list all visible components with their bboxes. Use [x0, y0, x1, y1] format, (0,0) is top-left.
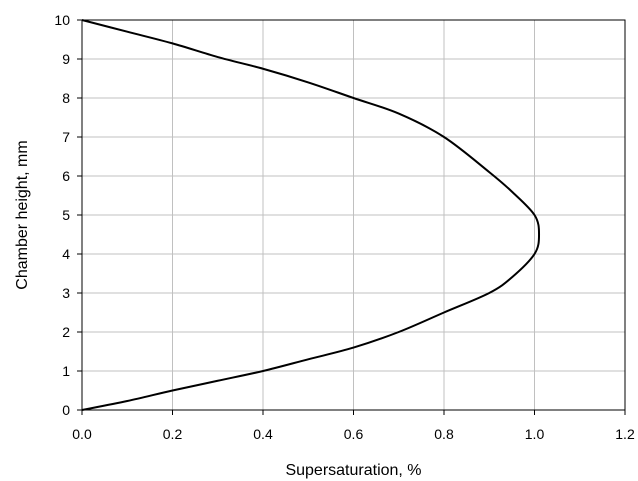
x-tick-label: 0.0 — [72, 426, 92, 442]
y-tick-label: 4 — [62, 246, 70, 262]
y-axis-title: Chamber height, mm — [14, 140, 31, 289]
x-axis-title: Supersaturation, % — [285, 462, 421, 479]
x-tick-label: 0.8 — [434, 426, 454, 442]
x-tick-label: 1.2 — [615, 426, 635, 442]
y-tick-label: 5 — [62, 207, 70, 223]
x-tick-label: 0.2 — [163, 426, 183, 442]
series-line — [81, 19, 541, 411]
grid — [82, 20, 625, 410]
y-tick-label: 2 — [62, 324, 70, 340]
x-tick-labels: 0.0 0.2 0.4 0.6 0.8 1.0 1.2 — [72, 426, 635, 442]
y-tick-label: 1 — [62, 363, 70, 379]
y-tick-label: 3 — [62, 285, 70, 301]
y-tick-label: 8 — [62, 90, 70, 106]
axis-ticks — [77, 19, 626, 415]
x-tick-label: 0.4 — [253, 426, 273, 442]
x-tick-label: 0.6 — [344, 426, 364, 442]
y-tick-labels: 0 1 2 3 4 5 6 7 8 9 10 — [54, 12, 70, 418]
y-tick-label: 9 — [62, 51, 70, 67]
x-tick-label: 1.0 — [525, 426, 545, 442]
y-tick-label: 10 — [54, 12, 70, 28]
y-tick-label: 0 — [62, 402, 70, 418]
y-tick-label: 7 — [62, 129, 70, 145]
y-tick-label: 6 — [62, 168, 70, 184]
series-layer — [81, 19, 541, 411]
